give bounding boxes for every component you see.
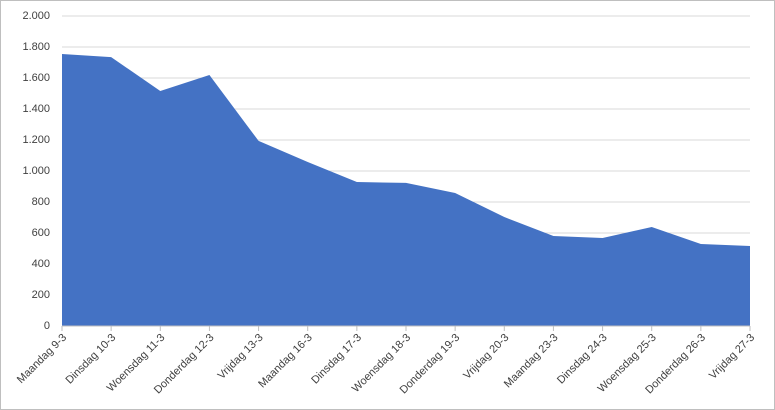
y-tick-label: 1.000 <box>22 165 50 177</box>
y-tick-label: 1.200 <box>22 134 50 146</box>
y-tick-label: 2.000 <box>22 10 50 22</box>
y-tick-label: 0 <box>44 320 50 332</box>
y-tick-label: 800 <box>32 196 50 208</box>
y-tick-label: 200 <box>32 289 50 301</box>
y-tick-label: 600 <box>32 227 50 239</box>
y-tick-label: 1.800 <box>22 41 50 53</box>
y-tick-label: 1.600 <box>22 72 50 84</box>
y-tick-label: 1.400 <box>22 103 50 115</box>
area <box>62 53 750 326</box>
y-tick-label: 400 <box>32 258 50 270</box>
